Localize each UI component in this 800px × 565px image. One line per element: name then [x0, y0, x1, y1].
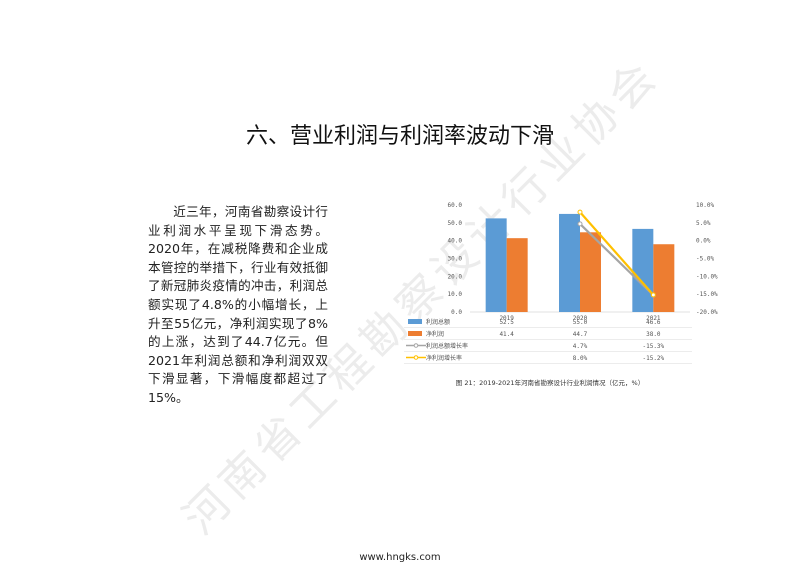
table-value: -15.3%	[642, 343, 664, 350]
table-value: 41.4	[499, 331, 514, 338]
legend-label: 利润总额增长率	[426, 342, 468, 350]
y-tick-label: 50.0	[448, 220, 463, 227]
x-tick-label: 2020	[573, 315, 588, 322]
legend-label: 净利润	[426, 330, 444, 338]
y-tick-label: 60.0	[448, 202, 463, 209]
y2-tick-label: 10.0%	[696, 202, 714, 209]
legend-label: 利润总额	[426, 318, 450, 326]
y-tick-label: 30.0	[448, 256, 463, 263]
line-净利润增长率	[579, 211, 655, 296]
table-value: 38.0	[646, 331, 661, 338]
legend-marker	[413, 355, 419, 360]
bar-利润总额	[632, 228, 654, 312]
profit-chart: 0.0 10.0 20.0 30.0 40.0 50.0 60.0 -20.0% -15.0% -…	[404, 202, 718, 364]
legend-marker	[413, 343, 419, 348]
table-value: 8.0%	[573, 355, 588, 362]
bar-利润总额	[559, 213, 580, 312]
legend-key	[408, 331, 422, 336]
x-tick-label: 2019	[499, 315, 514, 322]
y2-tick-label: -10.0%	[696, 273, 718, 280]
section-title: 六、营业利润与利润率波动下滑	[245, 124, 554, 149]
figure-caption: 图 21：2019-2021年河南省勘察设计行业利润情况（亿元，%）	[455, 379, 645, 387]
table-value: -15.2%	[642, 355, 664, 362]
y-tick-label: 0.0	[451, 309, 462, 316]
bar-利润总额	[485, 218, 507, 312]
y2-tick-label: -5.0%	[696, 256, 714, 263]
marker-净利润增长率	[577, 209, 583, 215]
legend-label: 净利润增长率	[426, 354, 462, 362]
table-value: 44.7	[573, 331, 588, 338]
line-利润总额增长率	[579, 223, 655, 297]
footer-url: www.hngks.com	[359, 552, 441, 563]
table-value: 52.5	[499, 319, 514, 326]
y2-tick-label: -15.0%	[696, 291, 718, 298]
x-tick-label: 2021	[646, 315, 661, 322]
marker-净利润增长率	[650, 292, 656, 298]
table-value: 46.6	[646, 319, 661, 326]
marker-利润总额增长率	[577, 221, 583, 227]
bar-净利润	[653, 244, 675, 312]
table-value: 55.0	[573, 319, 588, 326]
legend-key	[408, 319, 422, 324]
y2-tick-label: 5.0%	[696, 220, 711, 227]
y-tick-label: 10.0	[448, 291, 463, 298]
table-value: 4.7%	[573, 343, 588, 350]
y-tick-label: 20.0	[448, 273, 463, 280]
body-paragraph: 近三年，河南省勘察设计行业利润水平呈现下滑态势。2020年，在减税降费和企业成本…	[148, 204, 328, 405]
y2-tick-label: -20.0%	[696, 309, 718, 316]
bar-净利润	[506, 238, 528, 312]
y-tick-label: 40.0	[448, 238, 463, 245]
bar-净利润	[580, 232, 601, 312]
y2-tick-label: 0.0%	[696, 238, 711, 245]
